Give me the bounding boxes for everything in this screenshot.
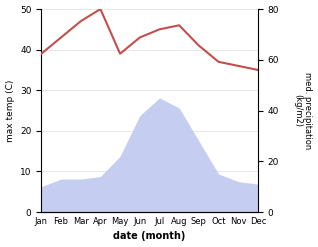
Y-axis label: med. precipitation
(kg/m2): med. precipitation (kg/m2) [293,72,313,149]
Y-axis label: max temp (C): max temp (C) [5,79,15,142]
X-axis label: date (month): date (month) [114,231,186,242]
